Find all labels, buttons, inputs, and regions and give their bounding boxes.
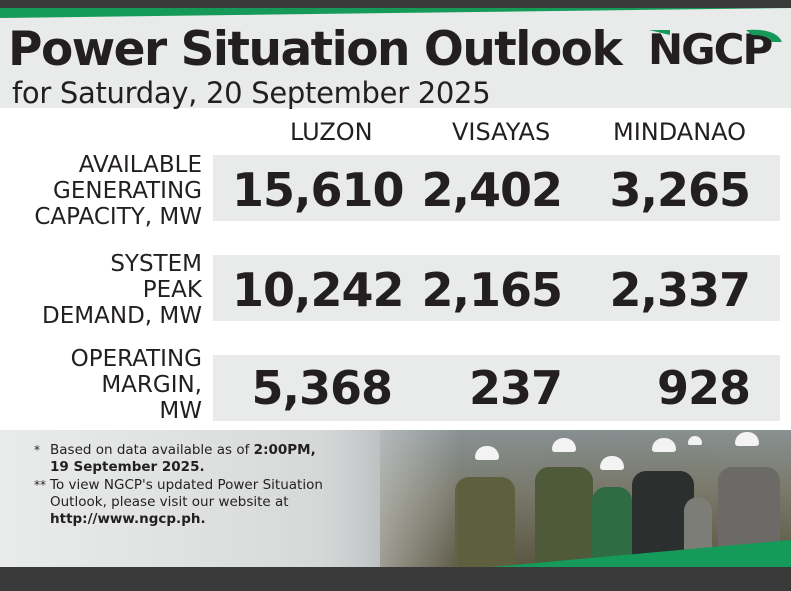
footnote-text: Based on data available as of xyxy=(50,442,254,458)
value-visayas-margin: 237 xyxy=(468,361,563,415)
footnotes: * Based on data available as of 2:00PM, … xyxy=(34,442,354,529)
row-peak-demand-background xyxy=(213,255,780,321)
row-label-line: PEAK xyxy=(142,277,202,303)
page-subtitle: for Saturday, 20 September 2025 xyxy=(12,76,491,110)
row-label-line: SYSTEM xyxy=(110,251,202,277)
footnote-time: 2:00PM, xyxy=(253,442,316,458)
row-label-line: MW xyxy=(159,398,202,424)
footnote-mark: ** xyxy=(34,478,46,492)
value-mindanao-capacity: 3,265 xyxy=(609,163,751,217)
footnote-date: 19 September 2025. xyxy=(50,459,205,475)
row-label-line: AVAILABLE xyxy=(78,152,202,178)
top-green-accent xyxy=(0,8,791,18)
field-crew-photo xyxy=(0,430,791,567)
row-label-peak-demand: SYSTEM PEAK DEMAND, MW xyxy=(0,251,202,329)
footnote-text: Outlook, please visit our website at xyxy=(50,494,289,510)
bottom-dark-bar xyxy=(0,567,791,591)
value-mindanao-margin: 928 xyxy=(656,361,751,415)
row-label-line: MARGIN, xyxy=(101,372,202,398)
row-label-line: DEMAND, MW xyxy=(42,303,202,329)
row-available-capacity-background xyxy=(213,155,780,221)
row-label-line: CAPACITY, MW xyxy=(34,204,202,230)
row-label-available-capacity: AVAILABLE GENERATING CAPACITY, MW xyxy=(0,152,202,230)
bottom-green-accent xyxy=(0,540,791,572)
top-dark-bar xyxy=(0,0,791,8)
value-luzon-demand: 10,242 xyxy=(232,263,405,317)
page-title: Power Situation Outlook xyxy=(8,22,623,77)
value-visayas-demand: 2,165 xyxy=(421,263,563,317)
footnote-data-time: * Based on data available as of 2:00PM, … xyxy=(34,442,354,476)
value-mindanao-demand: 2,337 xyxy=(609,263,751,317)
value-visayas-capacity: 2,402 xyxy=(421,163,563,217)
row-label-line: OPERATING xyxy=(70,346,202,372)
header-panel: Power Situation Outlook for Saturday, 20… xyxy=(0,8,791,110)
column-header-luzon: LUZON xyxy=(290,118,373,146)
value-luzon-margin: 5,368 xyxy=(251,361,393,415)
ngcp-logo: NGCP xyxy=(648,26,782,70)
footnote-text: To view NGCP's updated Power Situation xyxy=(50,477,323,493)
footnote-website: ** To view NGCP's updated Power Situatio… xyxy=(34,477,354,528)
website-link[interactable]: http://www.ngcp.ph. xyxy=(50,511,206,527)
footnote-mark: * xyxy=(34,443,40,457)
column-header-mindanao: MINDANAO xyxy=(613,118,747,146)
column-header-visayas: VISAYAS xyxy=(452,118,551,146)
row-operating-margin-background xyxy=(213,355,780,421)
value-luzon-capacity: 15,610 xyxy=(232,163,405,217)
row-label-operating-margin: OPERATING MARGIN, MW xyxy=(0,346,202,424)
row-label-line: GENERATING xyxy=(53,178,202,204)
